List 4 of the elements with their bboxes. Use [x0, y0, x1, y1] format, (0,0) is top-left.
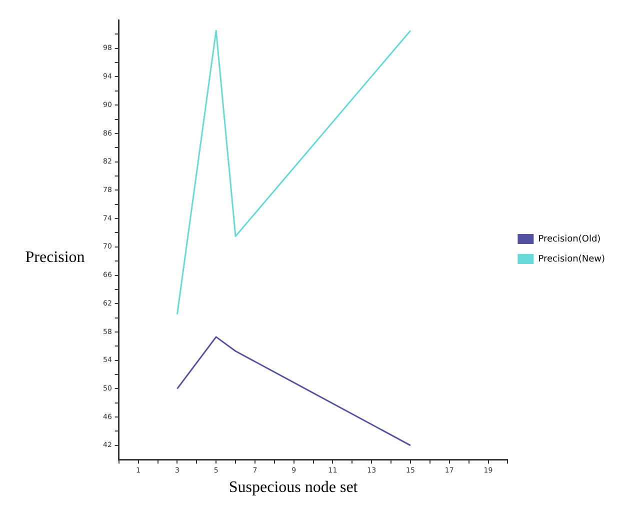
y-axis-title: Precision — [25, 249, 85, 266]
legend-label: Precision(Old) — [538, 234, 601, 244]
legend-label: Precision(New) — [538, 254, 605, 264]
x-axis-title: Suspecious node set — [228, 479, 358, 496]
